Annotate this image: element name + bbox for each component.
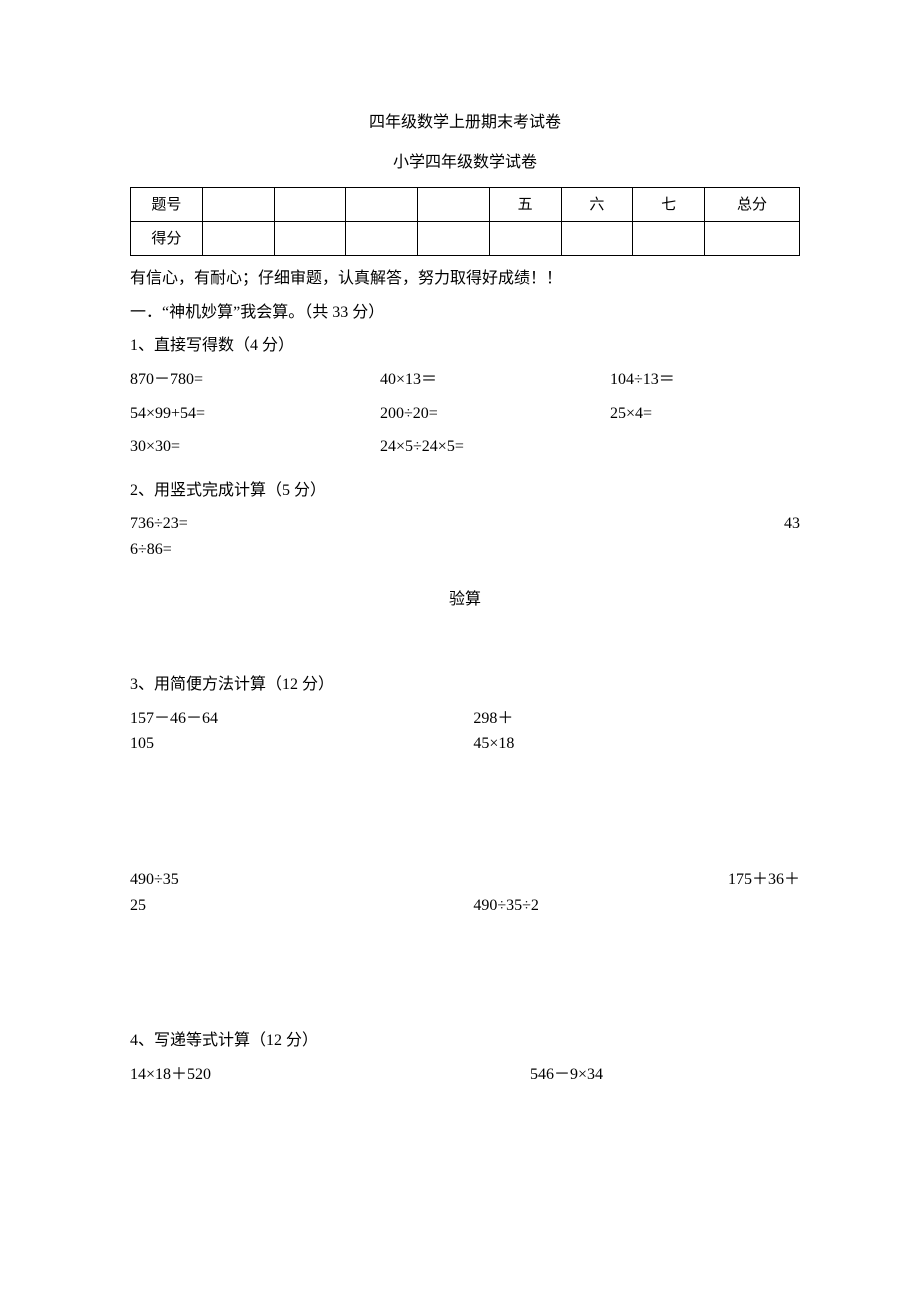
q3-row: 157－46－64 105 298＋ 45×18 (130, 706, 800, 757)
expr: 40×13＝ (380, 367, 610, 393)
cell (202, 222, 274, 256)
cell (418, 222, 490, 256)
col-1 (202, 188, 274, 222)
expr: 25 (130, 893, 293, 919)
title-sub: 小学四年级数学试卷 (130, 150, 800, 176)
q1-row: 30×30= 24×5÷24×5= (130, 434, 800, 460)
q4-row: 14×18＋520 546－9×34 (130, 1062, 800, 1088)
section-heading: 一．“神机妙算”我会算。（共 33 分） (130, 300, 800, 326)
expr: 105 (130, 731, 293, 757)
col-2 (274, 188, 346, 222)
expr: 490÷35 (130, 867, 293, 893)
q2-title: 2、用竖式完成计算（5 分） (130, 478, 800, 504)
expr: 24×5÷24×5= (380, 434, 800, 460)
expr (473, 867, 636, 893)
expr: 25×4= (610, 401, 800, 427)
cell (561, 222, 633, 256)
expr: 200÷20= (380, 401, 610, 427)
col-total: 总分 (705, 188, 800, 222)
score-table: 题号 五 六 七 总分 得分 (130, 187, 800, 256)
cell (346, 222, 418, 256)
expr: 175＋36＋ (637, 867, 800, 893)
expr: 298＋ (473, 706, 636, 732)
expr: 157－46－64 (130, 706, 293, 732)
title-main: 四年级数学上册期末考试卷 (130, 110, 800, 136)
col-4 (418, 188, 490, 222)
row-label: 题号 (131, 188, 203, 222)
row-label: 得分 (131, 222, 203, 256)
expr: 546－9×34 (530, 1062, 603, 1088)
q3-row: 490÷35 25 490÷35÷2 175＋36＋ (130, 867, 800, 918)
yanshuan-label: 验算 (130, 587, 800, 613)
expr: 736÷23= (130, 511, 330, 537)
cell (489, 222, 561, 256)
encourage-text: 有信心，有耐心；仔细审题，认真解答，努力取得好成绩！！ (130, 266, 800, 292)
cell (705, 222, 800, 256)
expr: 870－780= (130, 367, 380, 393)
expr: 104÷13＝ (610, 367, 800, 393)
col-5: 五 (489, 188, 561, 222)
q2-row: 736÷23= 43 (130, 511, 800, 537)
table-row: 题号 五 六 七 总分 (131, 188, 800, 222)
cell (633, 222, 705, 256)
expr: 30×30= (130, 434, 380, 460)
expr: 490÷35÷2 (473, 893, 636, 919)
expr: 43 (784, 511, 800, 537)
expr: 14×18＋520 (130, 1062, 530, 1088)
col-3 (346, 188, 418, 222)
expr: 45×18 (473, 731, 636, 757)
q1-row: 54×99+54= 200÷20= 25×4= (130, 401, 800, 427)
cell (274, 222, 346, 256)
q4-title: 4、写递等式计算（12 分） (130, 1028, 800, 1054)
col-7: 七 (633, 188, 705, 222)
q1-row: 870－780= 40×13＝ 104÷13＝ (130, 367, 800, 393)
expr: 54×99+54= (130, 401, 380, 427)
q3-title: 3、用简便方法计算（12 分） (130, 672, 800, 698)
expr: 6÷86= (130, 537, 800, 563)
table-row: 得分 (131, 222, 800, 256)
col-6: 六 (561, 188, 633, 222)
q1-title: 1、直接写得数（4 分） (130, 333, 800, 359)
